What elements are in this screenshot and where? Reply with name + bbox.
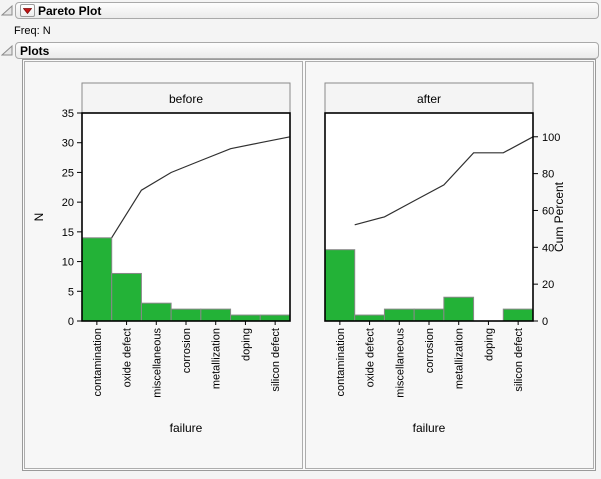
bar-miscellaneous[interactable] bbox=[383, 308, 415, 322]
category-label: miscellaneous bbox=[394, 328, 406, 398]
panel-header-label: after bbox=[417, 92, 441, 106]
red-triangle-menu-icon[interactable] bbox=[20, 4, 35, 17]
cumulative-percent-line bbox=[111, 136, 291, 239]
y-axis-tick-label: 35 bbox=[62, 108, 74, 120]
y2-axis-tick-label: 40 bbox=[542, 242, 554, 254]
bar-silicon-defect[interactable] bbox=[259, 314, 291, 322]
x-axis-title: failure bbox=[413, 421, 446, 435]
y2-axis-title: Cum Percent bbox=[552, 181, 566, 252]
plot-area bbox=[325, 113, 533, 321]
chart-panel-after: after 0 20 40 60 80 100 Cum Percent contaminatio… bbox=[305, 61, 594, 469]
disclosure-triangle-icon[interactable] bbox=[1, 4, 14, 17]
bar-corrosion[interactable] bbox=[170, 308, 202, 322]
y2-axis-tick-label: 60 bbox=[542, 205, 554, 217]
bar-oxide-defect[interactable] bbox=[111, 272, 142, 322]
outline-pareto-plot: Pareto Plot bbox=[1, 2, 599, 19]
bar-silicon-defect[interactable] bbox=[502, 308, 534, 322]
outline-plots: Plots bbox=[1, 42, 599, 59]
category-label: oxide defect bbox=[365, 328, 377, 387]
outline-titlebar-pareto-plot[interactable]: Pareto Plot bbox=[15, 2, 599, 19]
cumulative-percent-line bbox=[354, 136, 534, 226]
y-axis-tick-label: 20 bbox=[62, 197, 74, 209]
y2-axis-tick-label: 0 bbox=[542, 316, 548, 328]
bar-metallization[interactable] bbox=[200, 308, 232, 322]
outline-titlebar-plots[interactable]: Plots bbox=[15, 42, 599, 59]
category-label: metallization bbox=[211, 328, 223, 389]
y-axis-tick-label: 5 bbox=[68, 286, 74, 298]
bar-doping[interactable] bbox=[230, 314, 261, 322]
bar-miscellaneous[interactable] bbox=[140, 302, 172, 322]
plots-title: Plots bbox=[20, 43, 50, 58]
bar-metallization[interactable] bbox=[443, 296, 475, 322]
panel-header-label: before bbox=[169, 92, 203, 106]
category-label: doping bbox=[483, 328, 495, 361]
report-title: Pareto Plot bbox=[38, 3, 102, 18]
category-label: corrosion bbox=[181, 328, 193, 373]
y2-axis-tick-label: 100 bbox=[542, 132, 560, 144]
y-axis-tick-label: 30 bbox=[62, 138, 74, 150]
disclosure-triangle-icon[interactable] bbox=[1, 44, 14, 57]
category-label: miscellaneous bbox=[151, 328, 163, 398]
category-label: silicon defect bbox=[513, 328, 525, 392]
panel-header-box bbox=[81, 82, 291, 114]
category-label: oxide defect bbox=[122, 328, 134, 387]
category-label: doping bbox=[240, 328, 252, 361]
category-label: contamination bbox=[92, 328, 104, 397]
y-axis-tick-label: 25 bbox=[62, 167, 74, 179]
y2-axis-tick-label: 20 bbox=[542, 279, 554, 291]
pareto-chart-after: after 0 20 40 60 80 100 Cum Percent contaminatio… bbox=[324, 82, 566, 435]
bar-contamination[interactable] bbox=[324, 249, 356, 322]
category-label: silicon defect bbox=[270, 328, 282, 392]
y-axis-tick-label: 15 bbox=[62, 227, 74, 239]
y2-axis-tick-label: 80 bbox=[542, 169, 554, 181]
y-axis-tick-label: 10 bbox=[62, 257, 74, 269]
bar-corrosion[interactable] bbox=[413, 308, 445, 322]
bar-oxide-defect[interactable] bbox=[354, 314, 385, 322]
bar-contamination[interactable] bbox=[81, 237, 113, 322]
x-axis-title: failure bbox=[170, 421, 203, 435]
category-label: metallization bbox=[454, 328, 466, 389]
category-label: corrosion bbox=[424, 328, 436, 373]
category-label: contamination bbox=[335, 328, 347, 397]
freq-label: Freq: N bbox=[14, 25, 51, 37]
y-axis-title: N bbox=[32, 213, 46, 222]
y-axis-tick-label: 0 bbox=[68, 316, 74, 328]
